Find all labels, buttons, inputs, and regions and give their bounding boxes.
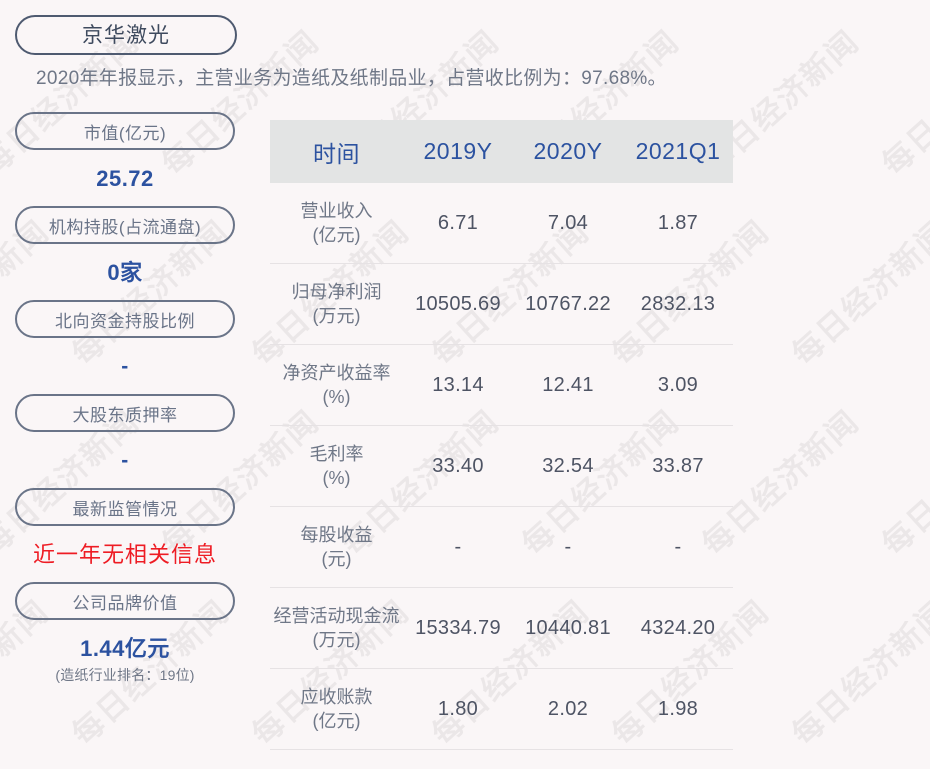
metric-label: 最新监管情况 bbox=[72, 499, 178, 519]
metric-label: 市值(亿元) bbox=[83, 123, 167, 143]
table-row: 经营活动现金流 (万元) 15334.79 10440.81 4324.20 bbox=[270, 587, 733, 669]
row-metric-name: 营业收入 bbox=[300, 200, 373, 221]
cell-value: 12.41 bbox=[513, 344, 623, 426]
metric-label-pill[interactable]: 市值(亿元) bbox=[15, 112, 235, 150]
cell-value: 1.80 bbox=[403, 668, 513, 750]
cell-value: 33.40 bbox=[403, 425, 513, 507]
row-metric-unit: (万元) bbox=[312, 630, 361, 650]
cell-value: 1.87 bbox=[623, 183, 733, 264]
company-name-label: 京华激光 bbox=[82, 23, 170, 47]
row-metric-unit: (%) bbox=[322, 387, 351, 407]
metric-label-pill[interactable]: 机构持股(占流通盘) bbox=[15, 206, 235, 244]
row-metric-name: 归母净利润 bbox=[291, 281, 382, 302]
cell-value: - bbox=[513, 506, 623, 588]
metric-value: 1.44亿元 bbox=[80, 636, 170, 661]
metric-value: - bbox=[121, 355, 129, 378]
column-header-2021Q1: 2021Q1 bbox=[623, 120, 733, 183]
company-name-pill[interactable]: 京华激光 bbox=[15, 15, 237, 55]
cell-value: 3.09 bbox=[623, 344, 733, 426]
row-metric-name: 毛利率 bbox=[309, 443, 364, 464]
financial-table: 时间 2019Y 2020Y 2021Q1 营业收入 (亿元) 6.71 7.04 1.87 归… bbox=[270, 120, 733, 750]
row-label: 应收账款 (亿元) bbox=[270, 668, 403, 750]
metric-label: 机构持股(占流通盘) bbox=[48, 217, 202, 237]
row-label: 净资产收益率 (%) bbox=[270, 344, 403, 426]
cell-value: 2832.13 bbox=[623, 263, 733, 345]
sidebar-metric-2: 机构持股(占流通盘) 0家 bbox=[0, 206, 250, 286]
sidebar-metric-5: 最新监管情况近一年无相关信息 bbox=[0, 488, 250, 568]
row-label: 经营活动现金流 (万元) bbox=[270, 587, 403, 669]
row-metric-name: 经营活动现金流 bbox=[273, 605, 400, 626]
row-metric-name: 应收账款 bbox=[300, 686, 373, 707]
metric-label: 公司品牌价值 bbox=[72, 593, 178, 613]
cell-value: 15334.79 bbox=[403, 587, 513, 669]
table-row: 净资产收益率 (%) 13.14 12.41 3.09 bbox=[270, 344, 733, 426]
cell-value: 33.87 bbox=[623, 425, 733, 507]
table-row: 每股收益 (元) - - - bbox=[270, 506, 733, 588]
cell-value: 10440.81 bbox=[513, 587, 623, 669]
sidebar-metric-4: 大股东质押率 - bbox=[0, 394, 250, 474]
metric-label-pill[interactable]: 北向资金持股比例 bbox=[15, 300, 235, 338]
row-label: 毛利率 (%) bbox=[270, 425, 403, 507]
spacer bbox=[0, 380, 250, 394]
column-header-2019Y: 2019Y bbox=[403, 120, 513, 183]
table-body: 营业收入 (亿元) 6.71 7.04 1.87 归母净利润 (万元) 10505.69 107… bbox=[270, 183, 733, 750]
row-metric-name: 净资产收益率 bbox=[282, 362, 391, 383]
metric-value: - bbox=[121, 449, 129, 472]
table-row: 毛利率 (%) 33.40 32.54 33.87 bbox=[270, 425, 733, 507]
row-metric-unit: (元) bbox=[321, 549, 352, 569]
metric-value: 25.72 bbox=[96, 166, 154, 191]
cell-value: - bbox=[623, 506, 733, 588]
metric-label-pill[interactable]: 公司品牌价值 bbox=[15, 582, 235, 620]
column-header-period: 时间 bbox=[270, 120, 403, 183]
cell-value: 1.98 bbox=[623, 668, 733, 750]
row-label: 归母净利润 (万元) bbox=[270, 263, 403, 345]
row-metric-unit: (亿元) bbox=[312, 711, 361, 731]
cell-value: 7.04 bbox=[513, 183, 623, 264]
metric-label-pill[interactable]: 大股东质押率 bbox=[15, 394, 235, 432]
spacer bbox=[0, 474, 250, 488]
cell-value: 4324.20 bbox=[623, 587, 733, 669]
cell-value: 13.14 bbox=[403, 344, 513, 426]
row-metric-unit: (万元) bbox=[312, 306, 361, 326]
metric-label: 北向资金持股比例 bbox=[55, 311, 195, 331]
row-label: 每股收益 (元) bbox=[270, 506, 403, 588]
metric-label: 大股东质押率 bbox=[72, 405, 178, 425]
metric-value: 近一年无相关信息 bbox=[32, 542, 217, 567]
table-header: 时间 2019Y 2020Y 2021Q1 bbox=[270, 120, 733, 183]
metric-value: 0家 bbox=[107, 260, 143, 285]
spacer bbox=[0, 568, 250, 582]
table-header-row: 时间 2019Y 2020Y 2021Q1 bbox=[270, 120, 733, 183]
row-metric-unit: (亿元) bbox=[312, 225, 361, 245]
sidebar-metric-3: 北向资金持股比例 - bbox=[0, 300, 250, 380]
cell-value: 10767.22 bbox=[513, 263, 623, 345]
table-row: 应收账款 (亿元) 1.80 2.02 1.98 bbox=[270, 668, 733, 750]
metrics-sidebar: 市值(亿元) 25.72 机构持股(占流通盘) 0家北向资金持股比例 - 大股东质押率 - 最… bbox=[0, 112, 250, 699]
cell-value: 6.71 bbox=[403, 183, 513, 264]
row-metric-name: 每股收益 bbox=[300, 524, 373, 545]
table-row: 归母净利润 (万元) 10505.69 10767.22 2832.13 bbox=[270, 263, 733, 345]
sidebar-metric-1: 市值(亿元) 25.72 bbox=[0, 112, 250, 192]
cell-value: 10505.69 bbox=[403, 263, 513, 345]
metric-label-pill[interactable]: 最新监管情况 bbox=[15, 488, 235, 526]
table-row: 营业收入 (亿元) 6.71 7.04 1.87 bbox=[270, 183, 733, 264]
spacer bbox=[0, 685, 250, 699]
metric-subtext: (造纸行业排名：19位) bbox=[55, 667, 195, 683]
sidebar-metric-6: 公司品牌价值 1.44亿元 (造纸行业排名：19位) bbox=[0, 582, 250, 685]
cell-value: 32.54 bbox=[513, 425, 623, 507]
row-metric-unit: (%) bbox=[322, 468, 351, 488]
cell-value: - bbox=[403, 506, 513, 588]
spacer bbox=[0, 286, 250, 300]
row-label: 营业收入 (亿元) bbox=[270, 183, 403, 264]
spacer bbox=[0, 192, 250, 206]
column-header-2020Y: 2020Y bbox=[513, 120, 623, 183]
cell-value: 2.02 bbox=[513, 668, 623, 750]
business-description: 2020年年报显示，主营业务为造纸及纸制品业，占营收比例为：97.68%。 bbox=[36, 68, 667, 89]
